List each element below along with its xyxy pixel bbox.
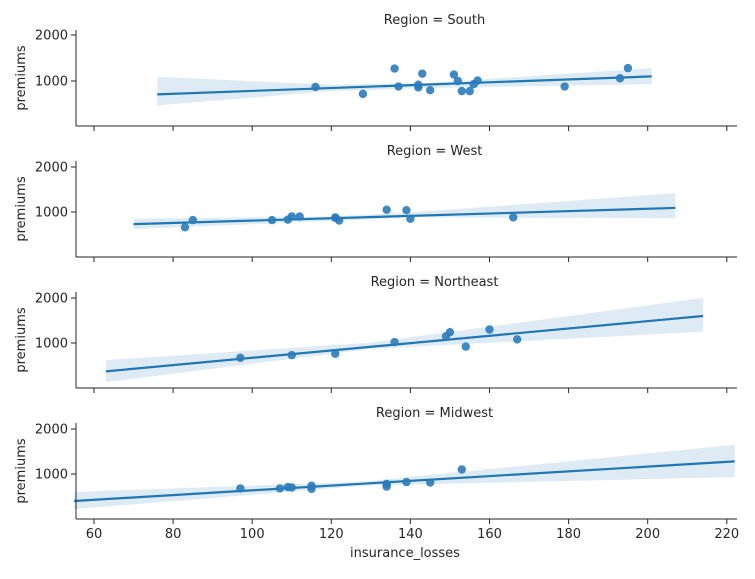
data-point [406,214,415,223]
data-point [311,82,320,92]
data-point [394,82,403,91]
y-axis-label: premiums [14,176,29,241]
data-point [449,70,459,79]
x-tick-label: 140 [398,527,423,542]
data-point [335,216,344,225]
facet-panel: Region = West 1000 2000 premiums [14,144,737,262]
y-axis-label: premiums [14,307,29,372]
data-point [287,350,296,360]
data-point [382,205,391,214]
data-point [390,337,399,347]
data-point [180,223,190,232]
regression-line [157,75,652,96]
y-tick-label: 1000 [35,468,68,483]
data-point [331,349,340,358]
facet-title: Region = Midwest [376,406,493,421]
x-tick-label: 180 [556,527,581,542]
data-point [287,212,296,221]
y-tick-label: 2000 [35,423,68,438]
data-point [275,484,285,493]
data-point [414,80,423,89]
y-axis-label: premiums [14,45,29,110]
data-point [425,478,435,487]
x-tick-label: 60 [86,527,103,542]
data-point [236,484,245,493]
data-point [390,64,399,73]
data-point [358,89,368,99]
confidence-band [74,444,735,510]
data-point [457,465,467,474]
data-point [453,76,463,86]
data-point [445,328,455,337]
data-point [307,484,316,494]
y-tick-label: 1000 [35,206,68,221]
facet-title: Region = West [387,144,483,159]
data-point [457,86,467,96]
data-point [623,63,633,73]
data-point [473,76,482,85]
data-point [188,215,198,225]
facet-panel: Region = Midwest 1000 2000 premiums 60 80 100 1… [14,406,739,542]
x-tick-label: 80 [165,527,182,542]
facet-title: Region = Northeast [371,275,499,290]
data-point [512,335,522,344]
data-point [236,353,245,363]
confidence-band [157,68,652,106]
data-point [509,213,518,222]
x-tick-label: 100 [240,527,265,542]
data-point [615,74,625,83]
facet-panel: Region = South 1000 2000 premiums [14,13,737,131]
regression-line [105,314,704,373]
x-tick-label: 160 [477,527,502,542]
y-tick-label: 1000 [35,337,68,352]
data-point [402,206,411,215]
facet-panel: Region = Northeast 1000 2000 premiums [14,275,737,393]
data-point [425,86,435,95]
x-tick-label: 120 [319,527,344,542]
x-tick-label: 200 [635,527,660,542]
data-point [402,477,411,487]
data-point [461,342,470,351]
facet-title: Region = South [384,13,485,28]
regression-line [133,206,676,226]
y-axis-label: premiums [14,438,29,503]
x-tick-label: 220 [714,527,739,542]
data-point [287,483,296,492]
data-point [560,82,569,91]
y-tick-label: 1000 [35,75,68,90]
y-tick-label: 2000 [35,292,68,307]
data-point [418,69,427,78]
x-axis-label: insurance_losses [350,546,460,561]
confidence-band [105,298,704,383]
data-point [485,325,494,334]
data-point [382,482,391,491]
data-point [295,212,304,221]
data-point [465,86,474,96]
y-tick-label: 2000 [35,29,68,44]
data-point [267,215,277,225]
y-tick-label: 2000 [35,161,68,176]
